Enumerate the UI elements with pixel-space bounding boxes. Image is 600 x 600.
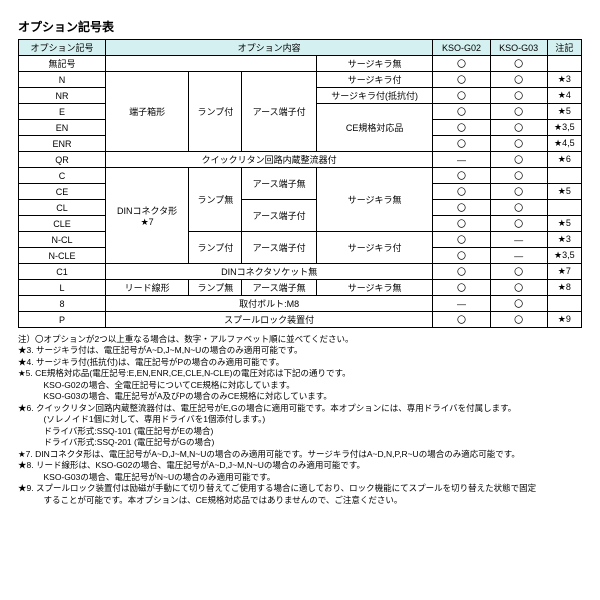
note-9a: することが可能です。本オプションは、CE規格対応品ではありませんので、ご注意くだ… (18, 495, 582, 506)
code-8: 8 (19, 296, 106, 312)
note-7: ★7. DINコネクタ形は、電圧記号がA~D,J~M,N~Uの場合のみ適用可能で… (18, 449, 582, 460)
page-title: オプション記号表 (18, 18, 582, 35)
note-9: ★9. スプールロック装置付は励磁が手動にて切り替えてご使用する場合に適しており… (18, 483, 582, 494)
code-none: 無記号 (19, 56, 106, 72)
note-8: ★8. リード線形は、KSO-G02の場合、電圧記号がA~D,J~M,N~Uの場… (18, 460, 582, 471)
note-5b: KSO-G03の場合、電圧記号がA及びPの場合のみCE規格に対応しています。 (18, 391, 582, 402)
note-3: ★3. サージキラ付は、電圧記号がA~D,J~M,N~Uの場合のみ適用可能です。 (18, 345, 582, 356)
code-p: P (19, 312, 106, 328)
hdr-g02: KSO-G02 (433, 40, 490, 56)
code-cl: CL (19, 200, 106, 216)
code-ce: CE (19, 184, 106, 200)
note-lead: 注）〇オプションが2つ以上重なる場合は、数字・アルファベット順に並べてください。 (18, 334, 582, 345)
option-table: オプション記号 オプション内容 KSO-G02 KSO-G03 注記 無記号 サー… (18, 39, 582, 328)
hdr-content: オプション内容 (105, 40, 432, 56)
code-enr: ENR (19, 136, 106, 152)
footnotes: 注）〇オプションが2つ以上重なる場合は、数字・アルファベット順に並べてください。… (18, 334, 582, 506)
code-nr: NR (19, 88, 106, 104)
note-4: ★4. サージキラ付(抵抗付)は、電圧記号がPの場合のみ適用可能です。 (18, 357, 582, 368)
note-5a: KSO-G02の場合、全電圧記号についてCE規格に対応しています。 (18, 380, 582, 391)
code-cle: CLE (19, 216, 106, 232)
code-n: N (19, 72, 106, 88)
code-c: C (19, 168, 106, 184)
note-6b: ドライバ形式:SSQ-101 (電圧記号がEの場合) (18, 426, 582, 437)
note-6a: (ソレノイド1個に対して、専用ドライバを1個添付します。) (18, 414, 582, 425)
note-6c: ドライバ形式:SSQ-201 (電圧記号がGの場合) (18, 437, 582, 448)
note-8a: KSO-G03の場合、電圧記号がN~Uの場合のみ適用可能です。 (18, 472, 582, 483)
code-ncle: N-CLE (19, 248, 106, 264)
code-c1: C1 (19, 264, 106, 280)
hdr-g03: KSO-G03 (490, 40, 547, 56)
code-ncl: N-CL (19, 232, 106, 248)
code-en: EN (19, 120, 106, 136)
code-l: L (19, 280, 106, 296)
note-5: ★5. CE規格対応品(電圧記号:E,EN,ENR,CE,CLE,N-CLE)の… (18, 368, 582, 379)
code-e: E (19, 104, 106, 120)
note-6: ★6. クイックリタン回路内蔵整流器付は、電圧記号がE,Gの場合に適用可能です。… (18, 403, 582, 414)
surge-none: サージキラ無 (316, 56, 433, 72)
code-qr: QR (19, 152, 106, 168)
hdr-code: オプション記号 (19, 40, 106, 56)
hdr-note: 注記 (547, 40, 581, 56)
